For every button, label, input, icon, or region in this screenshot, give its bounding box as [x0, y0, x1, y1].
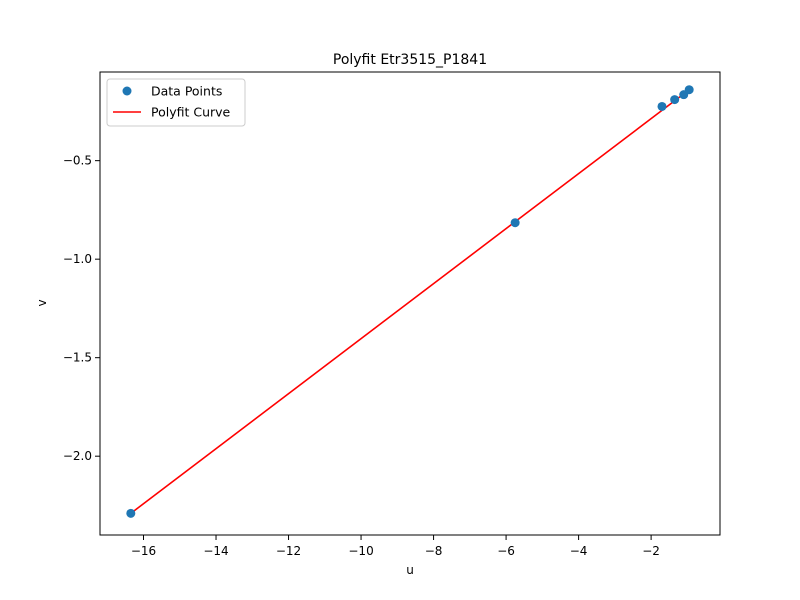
x-tick-label: −8 — [425, 544, 443, 558]
data-point — [684, 85, 694, 95]
x-tick-label: −12 — [276, 544, 301, 558]
polyfit-curve-layer — [130, 89, 690, 514]
legend-box — [106, 78, 246, 127]
legend-marker-data-points — [122, 86, 132, 96]
x-tick-label: −14 — [203, 544, 228, 558]
legend-label-data-points: Data Points — [151, 84, 222, 99]
data-point — [657, 101, 667, 111]
y-tick-label: −1.5 — [63, 351, 92, 365]
y-tick-label: −1.0 — [63, 252, 92, 266]
x-tick-label: −6 — [497, 544, 515, 558]
x-axis-label: u — [406, 563, 414, 577]
x-axis-ticks: −16 −14 −12 −10 −8 −6 −4 −2 — [131, 535, 660, 558]
chart-title: Polyfit Etr3515_P1841 — [333, 52, 487, 68]
data-point — [126, 508, 136, 518]
data-point — [510, 218, 520, 228]
y-tick-label: −0.5 — [63, 154, 92, 168]
data-points-layer — [126, 85, 694, 518]
legend: Data Points Polyfit Curve — [106, 78, 246, 127]
x-tick-label: −4 — [570, 544, 588, 558]
plot-frame — [99, 71, 721, 536]
legend-label-polyfit-curve: Polyfit Curve — [151, 105, 231, 120]
x-tick-label: −10 — [348, 544, 373, 558]
y-axis-ticks: −0.5 −1.0 −1.5 −2.0 — [63, 154, 100, 463]
y-axis-label: v — [35, 299, 49, 306]
x-tick-label: −2 — [642, 544, 660, 558]
data-point — [670, 95, 680, 105]
y-tick-label: −2.0 — [63, 449, 92, 463]
x-tick-label: −16 — [131, 544, 156, 558]
polyfit-curve-line — [130, 89, 690, 514]
